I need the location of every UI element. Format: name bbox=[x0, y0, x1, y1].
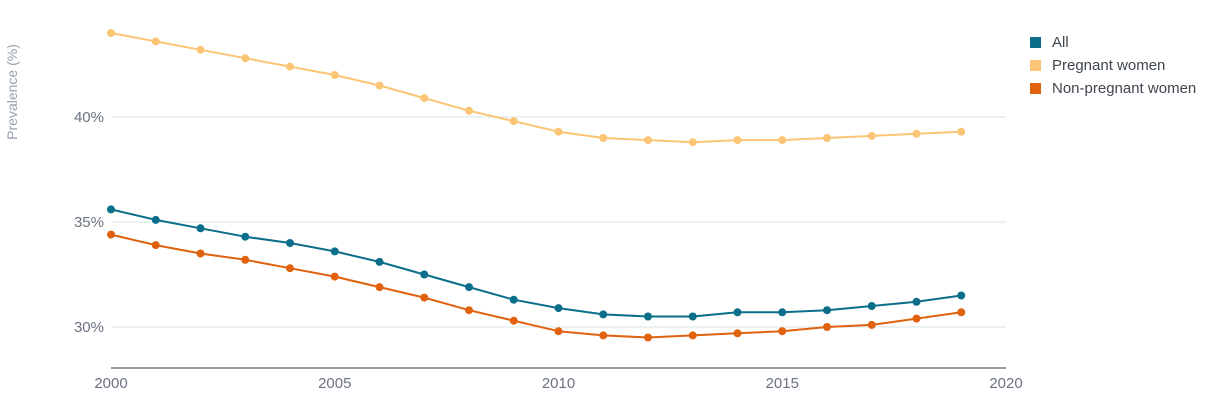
data-point bbox=[644, 312, 652, 321]
data-point bbox=[733, 136, 742, 145]
data-point bbox=[196, 249, 205, 258]
data-point bbox=[196, 45, 205, 54]
y-tick-labels: 30% 35% 40% bbox=[74, 109, 104, 336]
data-point bbox=[509, 117, 518, 126]
legend-item: Non-pregnant women bbox=[1030, 77, 1196, 100]
data-point bbox=[644, 136, 652, 145]
data-point bbox=[778, 327, 787, 336]
data-point bbox=[286, 264, 294, 273]
y-tick-label: 30% bbox=[74, 319, 104, 336]
data-point bbox=[241, 232, 250, 241]
x-tick-labels: 2000 2005 2010 2015 2020 bbox=[94, 375, 1022, 392]
data-point bbox=[241, 54, 250, 63]
data-point bbox=[554, 127, 563, 136]
legend-swatch bbox=[1030, 60, 1041, 71]
data-point bbox=[599, 134, 608, 142]
legend-label: Pregnant women bbox=[1052, 57, 1166, 74]
data-point bbox=[107, 29, 115, 37]
legend-label: Non-pregnant women bbox=[1052, 80, 1197, 97]
data-point bbox=[823, 323, 831, 331]
data-point bbox=[509, 295, 518, 304]
data-point bbox=[599, 310, 608, 319]
data-point bbox=[420, 94, 429, 103]
data-point bbox=[688, 331, 697, 340]
data-point bbox=[151, 215, 160, 224]
series-pregnant-women bbox=[107, 29, 966, 147]
data-point bbox=[823, 134, 831, 142]
data-point bbox=[867, 302, 876, 310]
data-point bbox=[957, 127, 966, 136]
x-tick-label: 2000 bbox=[94, 375, 127, 392]
data-point bbox=[509, 316, 518, 325]
data-point bbox=[420, 293, 429, 302]
data-point bbox=[599, 331, 608, 340]
data-point bbox=[241, 255, 250, 264]
data-point bbox=[375, 81, 384, 90]
data-point bbox=[286, 62, 294, 71]
series-lines bbox=[107, 29, 966, 342]
data-point bbox=[912, 297, 921, 306]
data-point bbox=[733, 308, 742, 317]
data-point bbox=[733, 329, 742, 338]
data-point bbox=[420, 270, 429, 279]
legend-item: All bbox=[1030, 31, 1196, 54]
data-point bbox=[151, 241, 160, 250]
data-point bbox=[330, 71, 339, 79]
data-point bbox=[778, 136, 787, 145]
data-point bbox=[330, 272, 339, 281]
gridlines bbox=[111, 116, 1006, 328]
data-point bbox=[554, 304, 563, 313]
series-line bbox=[110, 32, 962, 144]
legend: All Pregnant women Non-pregnant women bbox=[1030, 31, 1196, 100]
data-point bbox=[823, 306, 831, 315]
data-point bbox=[554, 327, 563, 336]
y-tick-label: 35% bbox=[74, 214, 104, 231]
data-point bbox=[107, 230, 115, 239]
data-point bbox=[912, 314, 921, 323]
series-all bbox=[107, 205, 966, 321]
data-point bbox=[465, 283, 473, 292]
series-non-pregnant-women bbox=[107, 230, 966, 342]
data-point bbox=[465, 306, 473, 315]
legend-swatch bbox=[1030, 83, 1041, 94]
data-point bbox=[465, 106, 473, 115]
data-point bbox=[644, 333, 652, 342]
x-tick-label: 2005 bbox=[318, 375, 351, 392]
data-point bbox=[778, 308, 787, 317]
data-point bbox=[867, 131, 876, 140]
data-point bbox=[375, 283, 384, 292]
legend-label: All bbox=[1052, 34, 1069, 51]
x-tick-label: 2015 bbox=[766, 375, 799, 392]
data-point bbox=[196, 224, 205, 233]
data-point bbox=[375, 257, 384, 266]
data-point bbox=[286, 239, 294, 247]
data-point bbox=[151, 37, 160, 46]
y-tick-label: 40% bbox=[74, 109, 104, 126]
legend-item: Pregnant women bbox=[1030, 54, 1196, 77]
legend-swatch bbox=[1030, 37, 1041, 48]
x-tick-label: 2010 bbox=[542, 375, 575, 392]
x-tick-label: 2020 bbox=[989, 375, 1022, 392]
series-line bbox=[110, 208, 962, 318]
data-point bbox=[912, 129, 921, 138]
series-line bbox=[110, 233, 962, 339]
data-point bbox=[957, 308, 966, 317]
data-point bbox=[688, 312, 697, 321]
data-point bbox=[107, 205, 115, 214]
y-axis-label: Prevalence (%) bbox=[4, 44, 20, 140]
data-point bbox=[957, 291, 966, 300]
data-point bbox=[688, 138, 697, 147]
data-point bbox=[330, 247, 339, 256]
data-point bbox=[867, 320, 876, 329]
